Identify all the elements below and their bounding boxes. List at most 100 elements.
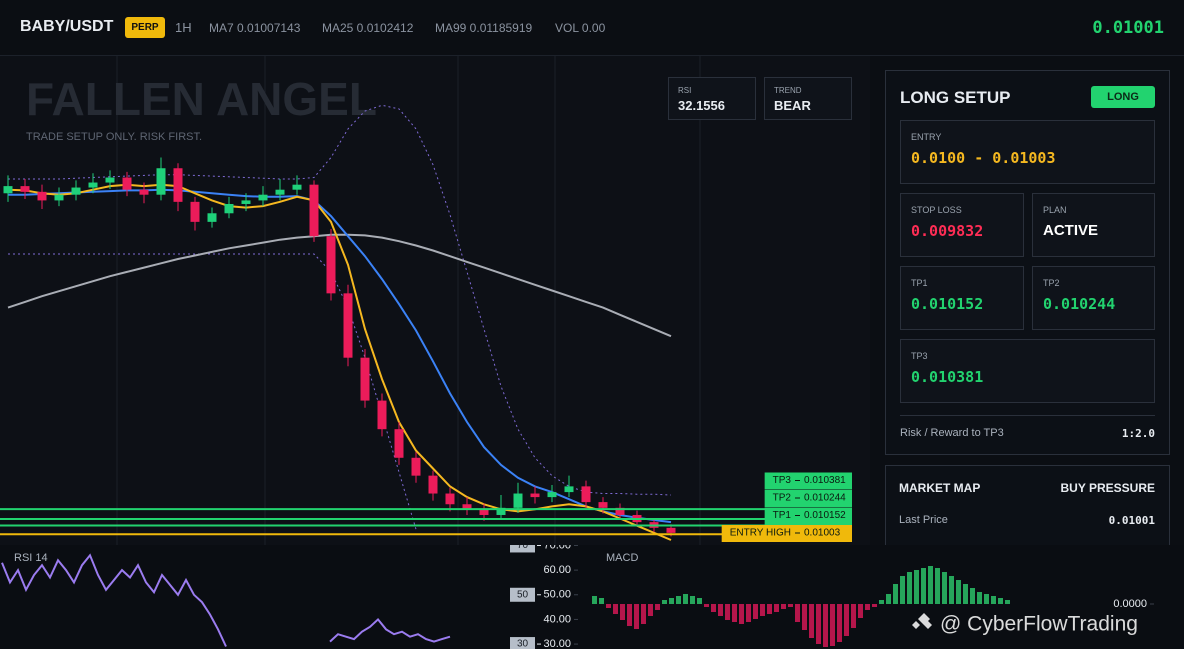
setup-badge: LONG — [1091, 86, 1155, 108]
pair: BABY/USDT — [20, 18, 114, 35]
macd-bar — [837, 604, 842, 642]
macd-bar — [991, 596, 996, 604]
map-price: 0.01001 — [1108, 514, 1155, 527]
macd-bar — [690, 596, 695, 604]
level-tag-value: 0.010244 — [804, 493, 846, 504]
candle-body — [581, 486, 591, 503]
macd-bar — [893, 584, 898, 604]
macd-bar — [732, 604, 737, 622]
macd-bar — [949, 576, 954, 604]
candle-body — [3, 186, 13, 194]
map-price-label: Last Price — [899, 514, 948, 526]
ma25: MA25 0.0102412 — [322, 21, 414, 35]
rr-value: 1:2.0 — [1121, 427, 1155, 440]
level-tag-label: TP2 — [773, 493, 792, 504]
tp1-value: 0.010152 — [911, 295, 984, 313]
macd-bar — [774, 604, 779, 612]
level-tag-label: TP3 — [773, 475, 792, 486]
macd-bar — [865, 604, 870, 610]
macd-bar — [634, 604, 639, 629]
price-chart: FALLEN ANGEL TRADE SETUP ONLY. RISK FIRS… — [0, 56, 852, 545]
macd-bar — [683, 594, 688, 604]
level-tag-value: 0.01003 — [804, 528, 841, 539]
candle-body — [496, 507, 506, 515]
macd-bar — [788, 604, 793, 607]
stat-label: RSI — [678, 86, 692, 95]
ma99: MA99 0.01185919 — [435, 21, 533, 35]
macd-bar — [704, 604, 709, 607]
y-tick-label: 40.00 — [543, 613, 571, 625]
macd-bar — [592, 596, 597, 604]
macd-bar — [963, 584, 968, 604]
level-tag — [721, 525, 852, 542]
macd-bar — [858, 604, 863, 618]
candle-body — [462, 504, 472, 510]
candle-body — [615, 507, 625, 515]
candle-body — [88, 182, 98, 188]
macd-bar — [613, 604, 618, 614]
rsi-title: RSI 14 — [14, 552, 48, 564]
y-tick-label: 70.00 — [543, 545, 571, 551]
entry-box: ENTRY 0.0100 - 0.01003 — [900, 120, 1155, 184]
grid — [116, 56, 701, 545]
macd-bar — [844, 604, 849, 636]
overlay-line — [7, 183, 672, 541]
indicator-plot: 70.00 60.00 50.00 40.00 30.00 70 50 30 0.0000 — [1, 545, 1154, 649]
candle-body — [105, 177, 115, 183]
candle-body — [394, 429, 404, 458]
candle-body — [530, 493, 540, 498]
tp2-box: TP2 0.010244 — [1032, 266, 1155, 330]
map-title: MARKET MAP — [899, 481, 981, 495]
macd-bar — [998, 598, 1003, 604]
candle-body — [20, 186, 30, 192]
macd-bar — [809, 604, 814, 638]
macd-bar — [830, 604, 835, 646]
level-tag — [764, 472, 852, 490]
macd-bar — [753, 604, 758, 619]
macd-bar — [970, 588, 975, 604]
candle-body — [292, 184, 302, 190]
macd-bar — [984, 594, 989, 604]
setup-title: LONG SETUP — [900, 88, 1011, 107]
macd-bar — [620, 604, 625, 620]
stop-box: STOP LOSS 0.009832 — [900, 193, 1024, 257]
y-tick-label: 50.00 — [543, 589, 571, 601]
overlay-line — [8, 188, 672, 524]
ma7: MA7 0.01007143 — [209, 21, 301, 35]
level-tag-label: TP1 — [773, 510, 792, 521]
macd-bar — [760, 604, 765, 616]
macd-bar — [767, 604, 772, 614]
interval[interactable]: 1H — [175, 20, 192, 35]
candle-body — [37, 191, 47, 201]
separator — [900, 415, 1155, 416]
macd-bar — [1005, 600, 1010, 604]
candle-body — [258, 194, 268, 201]
entry-label: ENTRY — [911, 132, 942, 142]
candle-body — [207, 213, 217, 222]
candle-body — [513, 493, 523, 508]
macd-bar — [872, 604, 877, 607]
candle-body — [173, 168, 183, 202]
candle-body — [547, 492, 557, 498]
candle-body — [343, 293, 353, 358]
entry-value: 0.0100 - 0.01003 — [911, 149, 1056, 167]
watermark: @ CyberFlowTrading — [940, 613, 1138, 636]
macd-title: MACD — [606, 552, 638, 564]
badge: PERP — [125, 17, 165, 38]
logo — [912, 613, 932, 629]
macd-bar — [928, 566, 933, 604]
stop-value: 0.009832 — [911, 222, 984, 240]
stat-value: BEAR — [774, 98, 811, 113]
level-tag-label: 50 — [517, 589, 529, 600]
candle-body — [122, 177, 132, 190]
macd-bar — [697, 598, 702, 604]
level-tag-label: 70 — [517, 545, 529, 551]
level-tag — [764, 507, 852, 525]
macd-bar — [676, 596, 681, 604]
candle-body — [54, 194, 64, 201]
macd-bar — [781, 604, 786, 609]
stat-value: 32.1556 — [678, 98, 725, 113]
tp3-label: TP3 — [911, 351, 928, 361]
macd-bar — [718, 604, 723, 616]
macd-bar — [599, 598, 604, 604]
